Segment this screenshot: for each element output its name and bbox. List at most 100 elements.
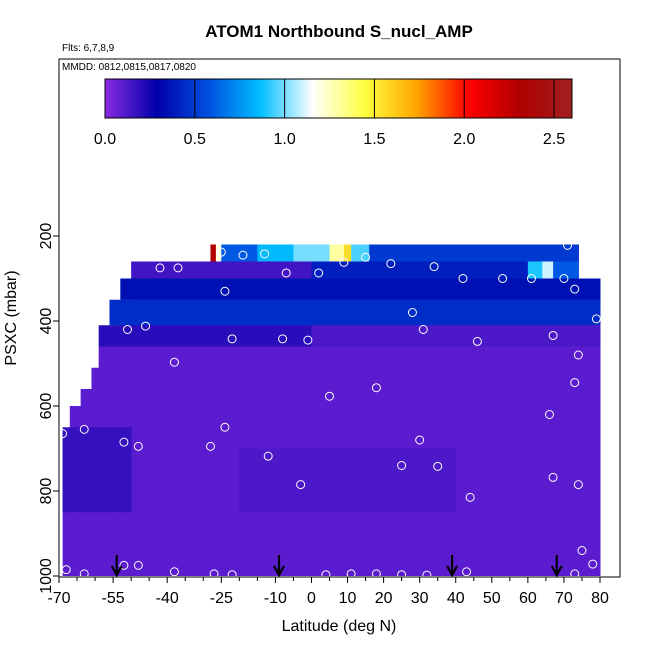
sample-point [169,567,179,577]
flight-marker-arrowhead [446,565,459,578]
sample-point [458,274,468,283]
x-tick-label: 20 [375,590,393,607]
sample-point [119,437,129,447]
sample-point [61,565,71,575]
axes: -70 -55 -40 -25 -10 0 10 20 30 40 50 60 70 80 200 400 60… [38,58,621,607]
heatmap-cell [239,448,457,513]
sample-point [573,350,583,360]
heatmap-cell [62,427,132,513]
heatmap-cell [542,261,554,279]
sample-point [205,441,215,451]
sample-point [321,570,331,580]
heatmap-cell [351,244,370,262]
x-tick-label: 80 [591,590,609,607]
colorbar-tick-label: 2.5 [543,131,565,148]
x-tick-label: 50 [483,590,501,607]
plot-area [58,240,601,580]
colorbar-bar [104,78,573,119]
sample-point [462,567,472,577]
sample-point [278,334,288,344]
sample-point [79,424,89,434]
x-tick-label: -25 [210,590,233,607]
sample-point [227,334,237,344]
sample-point [371,569,381,579]
heatmap-cell [210,244,217,262]
sample-point [570,569,580,579]
sample-point [422,570,432,580]
y-tick-label: 600 [38,393,55,420]
y-axis-label: PSXC (mbar) [3,270,20,365]
sample-point [588,559,598,569]
x-tick-label: -40 [156,590,179,607]
heatmap-cell [131,261,312,279]
sample-point [433,461,443,471]
sample-point [227,570,237,580]
sample-point [169,357,179,367]
heatmap-cell [369,244,579,262]
sample-point [526,274,536,283]
sample-point [220,422,230,432]
chart-title: ATOM1 Northbound S_nucl_AMP [205,22,473,41]
x-tick-label: 40 [447,590,465,607]
sample-point [263,451,273,461]
heatmap-cell [329,244,345,262]
chart-subtitle: Flts: 6,7,8,9 [62,43,115,54]
sample-point [303,335,313,345]
sample-point [563,240,573,250]
sample-point [573,480,583,490]
x-tick-label: 60 [519,590,537,607]
sample-point [346,569,356,579]
sample-point [429,262,439,272]
sample-point [296,480,306,490]
sample-point [371,383,381,393]
heatmap-cell [109,299,601,326]
heatmap-cell [527,261,543,279]
sample-point [397,461,407,470]
sample-point [407,308,417,317]
sample-point [415,435,425,445]
x-tick-label: -70 [47,590,70,607]
colorbar-tick-label: 2.0 [453,131,475,148]
sample-point [260,249,270,259]
colorbar: 0.0 0.5 1.0 1.5 2.0 2.5 [94,78,573,148]
heatmap-cell [553,261,579,279]
sample-point [155,263,165,273]
heatmap-cell [343,244,352,262]
heatmap-cell [120,278,601,300]
x-axis-label: Latitude (deg N) [282,618,397,635]
sample-point [133,560,143,570]
sample-point [216,247,226,257]
sample-point [220,286,230,296]
sample-point [173,263,183,273]
colorbar-tick-label: 0.5 [184,131,206,148]
sample-point [418,325,428,334]
sample-point [314,268,324,278]
sample-point [79,569,89,579]
x-tick-label: 10 [339,590,357,607]
sample-point [386,259,396,269]
sample-point [545,410,555,419]
sample-point [548,330,558,340]
heatmap-cell [215,244,222,262]
colorbar-tick-label: 1.0 [273,131,295,148]
sample-point [339,257,349,267]
sample-point [465,492,475,502]
sample-point [238,250,248,260]
heatmap-cell [293,244,330,262]
colorbar-tick-label: 1.5 [363,131,385,148]
sample-point [559,274,569,283]
sample-point [548,472,558,482]
sample-point [570,284,580,294]
x-tick-label: -55 [102,590,125,607]
x-tick-label: 70 [555,590,573,607]
y-tick-label: 1000 [38,558,55,594]
sample-point [281,268,291,278]
heatmap-cell [311,325,601,347]
heatmap-cell [311,261,529,279]
x-tick-label: 0 [307,590,316,607]
sample-point [498,274,508,283]
flight-marker-arrowhead [110,565,123,578]
sample-point [108,274,118,283]
heatmap-column [578,282,601,576]
sample-point [141,321,151,331]
